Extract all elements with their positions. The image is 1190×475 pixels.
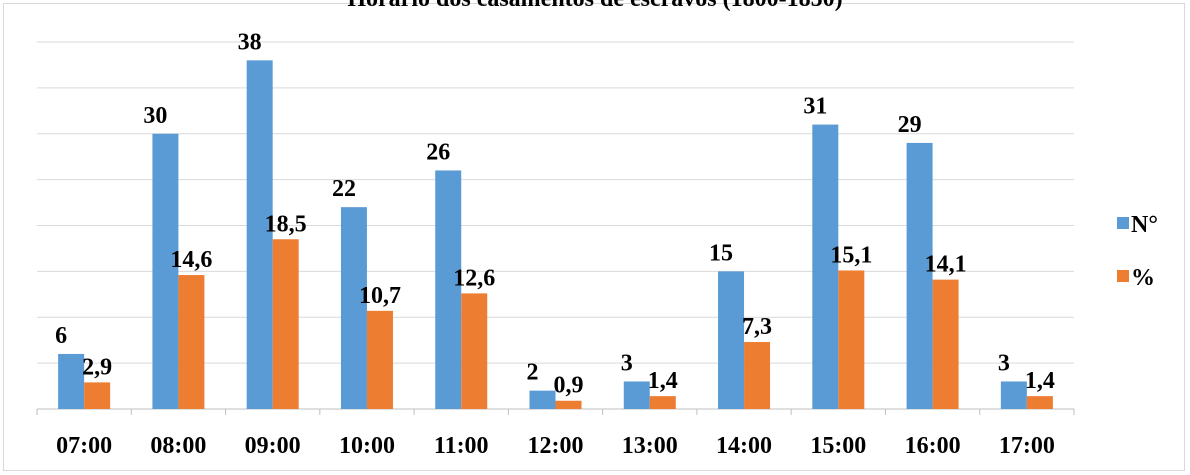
bar-percent — [555, 400, 582, 409]
bar-count — [623, 381, 650, 409]
legend-label-count: N° — [1131, 212, 1158, 238]
bar-count — [812, 124, 839, 409]
chart-title: Horário dos casamentos de escravos (1800… — [0, 0, 1190, 13]
bar-count — [58, 353, 85, 409]
bar-count — [435, 170, 462, 409]
x-tick-label: 12:00 — [528, 433, 584, 459]
x-tick-label: 11:00 — [434, 433, 489, 459]
data-label-count: 2 — [527, 360, 539, 386]
bar-percent — [178, 275, 205, 409]
bar-percent — [744, 342, 771, 409]
x-tick-label: 14:00 — [716, 433, 772, 459]
bar-percent — [932, 279, 959, 409]
data-label-count: 15 — [709, 240, 733, 266]
x-tick-label: 07:00 — [56, 433, 112, 459]
data-label-percent: 14,6 — [170, 247, 212, 273]
x-tick-label: 17:00 — [999, 433, 1055, 459]
data-label-percent: 7,3 — [742, 314, 772, 340]
bar-percent — [649, 396, 676, 409]
bar-count — [246, 60, 273, 409]
bar-percent — [366, 310, 393, 409]
data-label-count: 3 — [998, 350, 1010, 376]
bar-count — [718, 271, 745, 409]
x-tick-label: 08:00 — [150, 433, 206, 459]
data-label-count: 38 — [238, 29, 262, 55]
bar-count — [152, 133, 179, 409]
data-label-count: 29 — [898, 112, 922, 138]
chart-frame — [3, 3, 1185, 471]
x-tick-label: 16:00 — [905, 433, 961, 459]
bar-count — [906, 142, 933, 410]
data-label-count: 30 — [143, 103, 167, 129]
bar-percent — [461, 293, 488, 409]
data-label-percent: 2,9 — [82, 354, 112, 380]
legend-label-percent: % — [1131, 265, 1155, 291]
bar-count — [340, 207, 367, 409]
data-label-percent: 12,6 — [453, 265, 495, 291]
data-label-count: 31 — [803, 94, 827, 120]
data-label-percent: 0,9 — [554, 373, 584, 399]
bar-count — [529, 390, 556, 409]
bar-count — [1000, 381, 1027, 409]
data-label-percent: 10,7 — [359, 283, 401, 309]
data-label-percent: 1,4 — [648, 368, 678, 394]
data-label-percent: 15,1 — [830, 242, 872, 268]
bar-percent — [272, 239, 299, 409]
data-label-count: 6 — [55, 323, 67, 349]
x-tick-label: 09:00 — [245, 433, 301, 459]
data-label-count: 3 — [621, 350, 633, 376]
data-label-percent: 14,1 — [925, 252, 967, 278]
data-label-count: 22 — [332, 176, 356, 202]
bar-percent — [838, 270, 865, 409]
bar-percent — [84, 382, 111, 409]
x-tick-label: 13:00 — [622, 433, 678, 459]
legend-swatch-count — [1117, 217, 1129, 229]
bar-percent — [1026, 396, 1053, 409]
legend-swatch-percent — [1117, 270, 1129, 282]
data-label-count: 26 — [426, 139, 450, 165]
x-tick-label: 10:00 — [339, 433, 395, 459]
data-label-percent: 1,4 — [1025, 368, 1055, 394]
x-tick-label: 15:00 — [810, 433, 866, 459]
data-label-percent: 18,5 — [265, 211, 307, 237]
